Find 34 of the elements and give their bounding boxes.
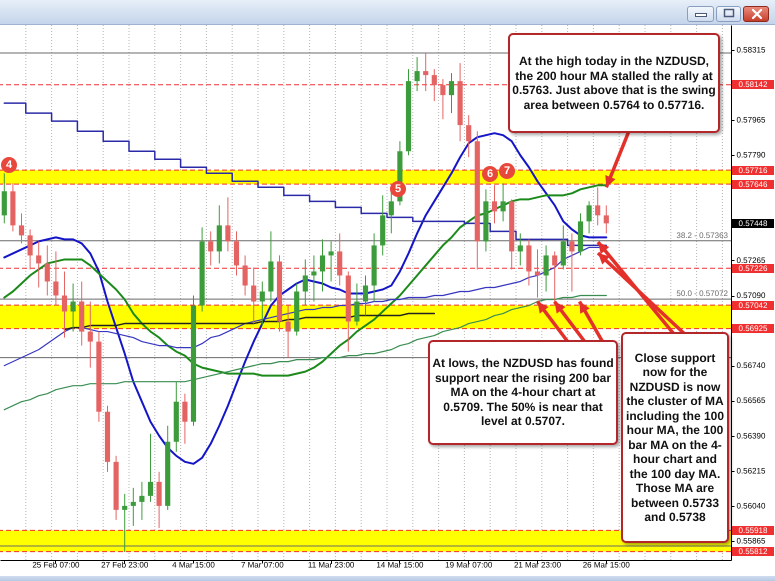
callout-box: Close support now for the NZDUSD is now the cluster of MA including the 100 hour MA, the 100 bar MA on the 4-hour chart and the 100 day MA. Those MA are between 0.5733 and 0.5738 (621, 332, 729, 543)
x-tick-label: 7 Mar 07:00 (240, 560, 284, 570)
ref-line-label: 0.57646 (732, 180, 774, 189)
y-tick-label: 0.55865 (736, 536, 766, 546)
callout-box: At the high today in the NZDUSD, the 200 hour MA stalled the rally at 0.5763. Just above that is the swing area between 0.5764 to 0.57716. (508, 33, 720, 133)
ref-line-label: 0.57226 (732, 264, 774, 273)
y-tick-label: 0.57090 (736, 291, 766, 300)
y-tick-label: 0.57265 (736, 256, 766, 265)
y-tick-label: 0.58315 (736, 46, 766, 55)
ref-line-label: 0.57042 (732, 300, 774, 310)
ref-line-label: 0.55812 (732, 547, 774, 556)
x-tick-label: 21 Mar 23:00 (514, 560, 562, 570)
x-tick-label: 19 Mar 07:00 (445, 560, 493, 570)
x-tick-label: 4 Mar 15:00 (172, 560, 216, 570)
callout-box: At lows, the NZDUSD has found support near the rising 200 bar MA on the 4-hour chart at 0.5709. The 50% is near that level at 0.5707. (428, 340, 618, 445)
y-tick-label: 0.56215 (736, 466, 766, 476)
x-tick-label: 14 Mar 15:00 (376, 560, 424, 570)
text: 0.57448 (732, 218, 774, 228)
y-tick-label: 0.56565 (736, 396, 766, 406)
x-tick-label: 11 Mar 23:00 (308, 560, 355, 570)
annotation: 50.0 - 0.57072 (676, 289, 728, 298)
ref-line-label: 0.56925 (732, 324, 774, 334)
ref-line-label: 0.55918 (732, 526, 774, 535)
y-tick-label: 0.56390 (736, 431, 766, 440)
x-tick-label: 25 Feb 07:00 (32, 560, 80, 570)
annotation: 38.2 - 0.57363 (676, 230, 728, 240)
x-tick-label: 27 Feb 23:00 (101, 560, 149, 570)
y-tick-label: 0.56040 (736, 501, 766, 510)
ref-line-label: 0.57716 (732, 166, 774, 175)
y-tick-label: 0.57790 (736, 150, 766, 160)
ref-line-label: 0.58142 (732, 80, 774, 90)
y-tick-label: 0.56740 (736, 361, 766, 370)
y-tick-label: 0.57965 (736, 116, 766, 125)
x-tick-label: 26 Mar 15:00 (582, 560, 630, 570)
